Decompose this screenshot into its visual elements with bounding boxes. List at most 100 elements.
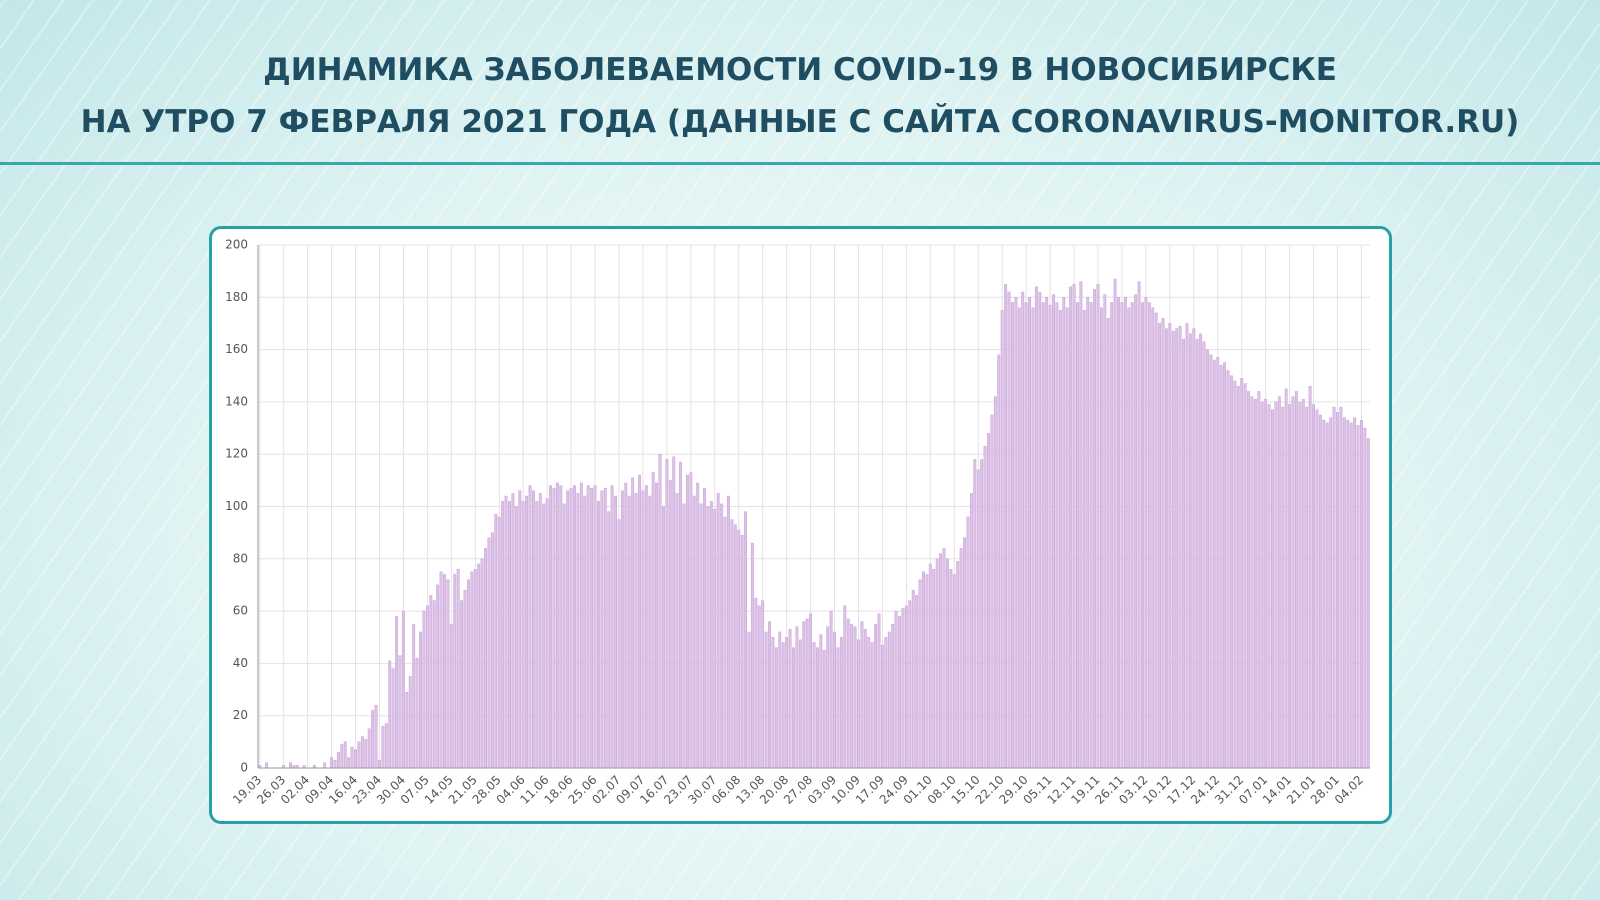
bar [617,519,621,769]
bar [730,519,734,769]
bar [1168,323,1172,769]
bar [531,490,535,769]
bar [1236,385,1240,769]
bar [651,472,655,769]
bar [1000,310,1004,769]
bar [1216,357,1220,769]
bar [1315,409,1319,769]
bar [815,647,819,769]
bar [935,558,939,769]
bar [1199,333,1203,769]
bar [1127,307,1131,769]
bar [638,474,641,769]
bar [1294,391,1298,769]
bar [884,637,888,769]
bar [1223,362,1227,769]
bar [1065,307,1069,769]
bar [449,623,453,769]
bar [521,501,525,769]
bar [1038,291,1042,769]
bar [470,571,474,769]
y-tick-label: 140 [225,394,248,408]
bar [518,490,522,769]
bar [1164,328,1168,769]
bar [655,482,659,769]
bar [716,493,720,769]
bar [1339,406,1343,769]
bar [826,626,830,769]
bar [911,589,915,769]
bar [538,493,542,769]
bar [1089,302,1093,769]
bar [477,563,481,769]
bar [1240,378,1244,769]
bar [850,623,854,769]
y-tick-label: 160 [225,342,248,356]
bar [1229,375,1233,769]
bar [1130,302,1134,769]
bar [265,762,269,769]
bar [1325,422,1329,769]
bar [1247,391,1250,769]
bar [662,506,665,769]
bar [419,631,422,769]
bar [778,631,782,769]
bar [364,738,368,769]
bar [1308,385,1312,769]
bar [894,610,898,769]
bar [795,626,799,769]
bar [1312,404,1315,769]
bar [781,642,785,769]
bar [1202,341,1206,769]
bar [627,495,631,769]
bar [1062,297,1066,769]
bar [1154,312,1158,769]
bar [1226,370,1230,769]
bar [956,561,960,769]
bar [1161,317,1165,769]
bar [388,660,392,769]
bar [514,506,518,769]
bar [436,584,440,769]
bar [792,647,795,769]
bar [644,485,648,769]
bar [357,741,361,769]
y-tick-label: 40 [233,656,248,670]
bar [880,644,884,769]
bar [1134,294,1138,769]
bar [843,605,847,769]
bar [422,610,426,769]
bar [1041,302,1045,769]
bar [709,501,713,769]
bar [453,574,457,769]
bar [757,605,761,769]
bar [805,618,809,769]
bar [371,710,375,769]
bar [1192,328,1196,769]
bar [785,637,789,769]
header: ДИНАМИКА ЗАБОЛЕВАЕМОСТИ COVID-19 В НОВОС… [0,0,1600,165]
bar [1158,323,1162,769]
bar [774,647,778,769]
bar [648,495,652,769]
chart-subtitle: НА УТРО 7 ФЕВРАЛЯ 2021 ГОДА (ДАННЫЕ С СА… [80,104,1520,140]
bar [744,511,748,769]
bar [1356,425,1360,769]
bar [836,647,840,769]
bar [672,456,676,769]
bar [1206,349,1209,769]
bar [1099,307,1103,769]
bar [340,744,344,769]
bar [1342,417,1346,769]
bar [1014,297,1018,769]
bar [1359,419,1363,769]
bar [720,503,724,769]
bar [333,759,337,769]
bar [1045,297,1049,769]
bar [963,537,966,769]
bar [898,616,901,769]
bar [990,414,994,769]
bar [549,485,552,769]
bar [1212,359,1216,769]
bar [822,650,826,769]
